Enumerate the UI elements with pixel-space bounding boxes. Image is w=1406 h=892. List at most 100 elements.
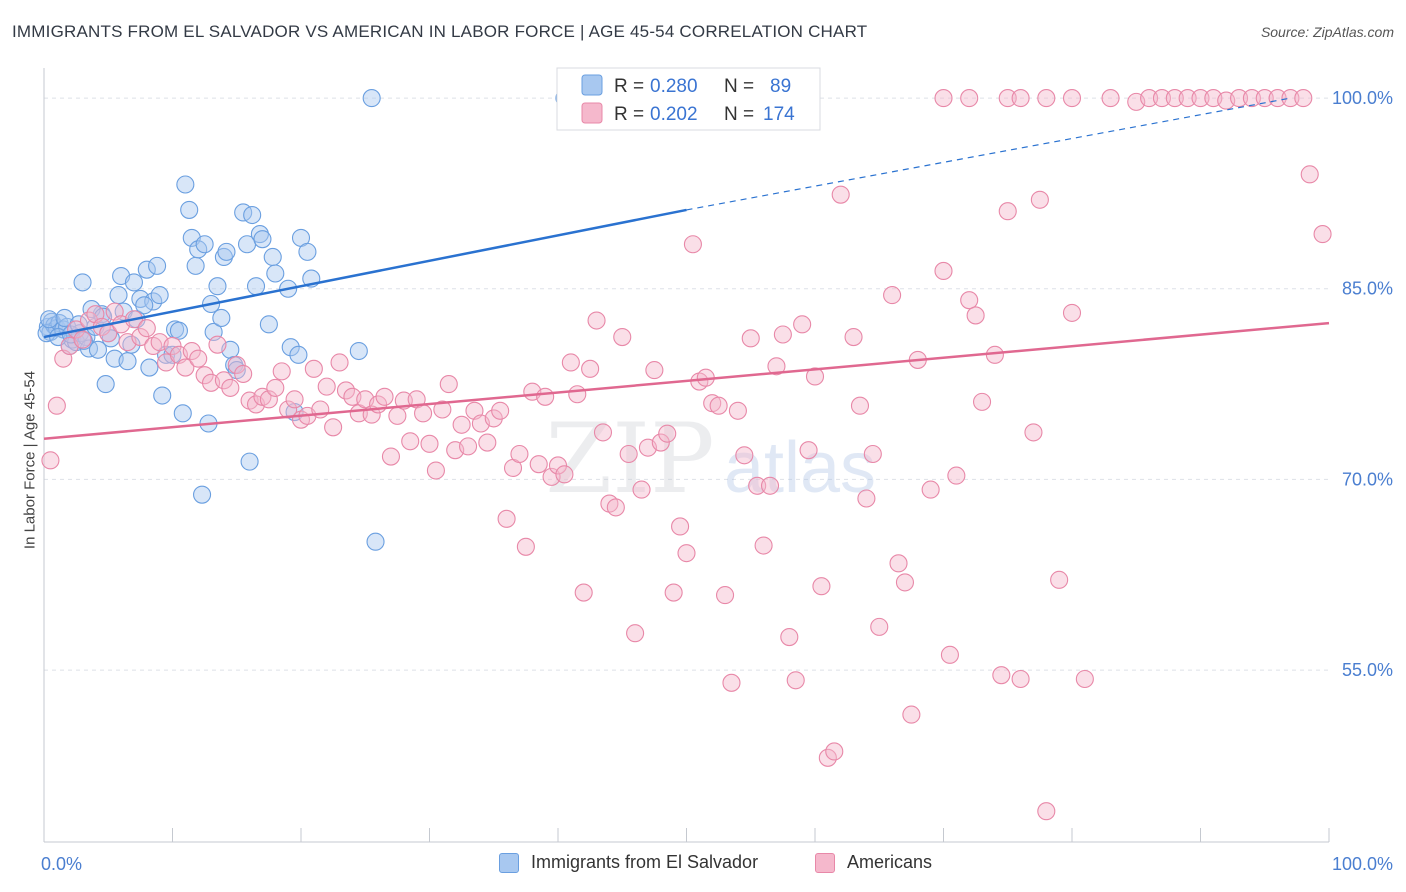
data-point bbox=[484, 409, 503, 428]
data-point bbox=[124, 273, 143, 292]
data-point bbox=[555, 465, 574, 484]
data-point bbox=[1300, 165, 1319, 184]
data-point bbox=[529, 455, 548, 474]
data-point bbox=[1030, 190, 1049, 209]
legend-item-el-salvador[interactable]: Immigrants from El Salvador bbox=[499, 852, 758, 873]
data-point bbox=[1075, 669, 1094, 689]
data-point bbox=[266, 264, 285, 283]
data-point bbox=[715, 586, 735, 605]
data-point bbox=[992, 666, 1011, 685]
y-tick-label: 70.0% bbox=[1342, 469, 1393, 489]
data-point bbox=[799, 441, 818, 460]
data-point bbox=[243, 205, 262, 225]
data-point bbox=[212, 308, 231, 328]
data-point bbox=[619, 444, 638, 464]
legend-label: Americans bbox=[847, 852, 933, 872]
data-point bbox=[193, 485, 212, 504]
y-tick-labels: 55.0% 70.0% 85.0% 100.0% bbox=[1332, 88, 1393, 680]
legend-item-americans[interactable]: Americans bbox=[815, 852, 932, 873]
data-point bbox=[934, 261, 953, 280]
data-point bbox=[664, 583, 683, 602]
data-point bbox=[478, 433, 497, 452]
trend-line-americans bbox=[43, 321, 1330, 440]
data-point bbox=[516, 537, 535, 556]
data-point bbox=[870, 617, 889, 636]
data-point bbox=[246, 277, 266, 296]
trend-line-el-salvador-extension bbox=[686, 97, 1291, 211]
data-point bbox=[250, 225, 269, 244]
data-point bbox=[1294, 89, 1313, 108]
data-point bbox=[118, 352, 137, 371]
legend-n-value: 89 bbox=[770, 76, 791, 97]
legend-r-label: R = bbox=[614, 76, 644, 97]
data-point bbox=[581, 359, 600, 378]
legend-swatch-pink bbox=[815, 852, 835, 873]
data-point bbox=[281, 338, 300, 357]
data-point bbox=[221, 378, 240, 397]
data-point bbox=[330, 353, 349, 372]
data-point bbox=[1230, 89, 1249, 108]
data-point bbox=[1178, 89, 1197, 108]
data-point bbox=[420, 434, 439, 453]
data-point bbox=[510, 444, 529, 464]
trend-line-el-salvador bbox=[43, 208, 687, 339]
data-point bbox=[561, 353, 580, 372]
data-point bbox=[593, 423, 613, 442]
data-point bbox=[671, 517, 690, 536]
data-point bbox=[1050, 570, 1069, 589]
data-point bbox=[883, 286, 902, 305]
data-point bbox=[47, 396, 66, 415]
data-point bbox=[972, 392, 992, 411]
data-point bbox=[626, 624, 645, 643]
data-point bbox=[645, 361, 664, 380]
data-point bbox=[1165, 89, 1184, 108]
data-point bbox=[998, 89, 1017, 108]
data-point bbox=[1191, 89, 1210, 108]
data-point bbox=[176, 358, 195, 377]
data-point bbox=[324, 418, 343, 437]
data-point bbox=[414, 404, 433, 423]
data-point bbox=[148, 256, 167, 275]
series-legend: Immigrants from El Salvador Americans bbox=[0, 852, 1406, 878]
source-credit: Source: ZipAtlas.com bbox=[1260, 24, 1394, 40]
data-point bbox=[88, 340, 108, 359]
data-point bbox=[169, 321, 188, 340]
data-point bbox=[863, 444, 882, 464]
data-point bbox=[41, 451, 60, 470]
data-point bbox=[786, 671, 805, 690]
legend-r-label: R = bbox=[614, 104, 644, 125]
legend-r-value: 0.280 bbox=[650, 76, 698, 97]
x-tick-labels: 0.0% 100.0% bbox=[41, 854, 1393, 874]
data-point bbox=[214, 247, 233, 267]
data-point bbox=[805, 367, 825, 386]
data-point bbox=[850, 396, 870, 415]
data-point bbox=[401, 432, 420, 451]
data-point bbox=[317, 377, 336, 396]
data-point bbox=[966, 306, 985, 325]
watermark-zip: ZIP bbox=[545, 403, 714, 515]
data-point bbox=[1062, 303, 1082, 322]
data-point bbox=[497, 509, 516, 528]
y-tick-label: 55.0% bbox=[1342, 660, 1393, 680]
data-point bbox=[960, 291, 979, 310]
data-point bbox=[253, 230, 272, 249]
data-point bbox=[109, 286, 128, 305]
data-point bbox=[491, 401, 510, 420]
data-point bbox=[548, 456, 568, 475]
data-point bbox=[208, 277, 227, 296]
data-point bbox=[208, 335, 227, 354]
legend-swatch-blue bbox=[581, 74, 603, 96]
y-tick-label: 100.0% bbox=[1332, 88, 1393, 108]
data-point bbox=[173, 404, 192, 423]
data-point bbox=[137, 319, 156, 338]
data-point bbox=[1268, 89, 1287, 108]
data-point bbox=[831, 185, 850, 204]
data-point bbox=[1140, 89, 1159, 108]
data-point bbox=[606, 498, 625, 517]
x-tick-label: 100.0% bbox=[1332, 854, 1393, 874]
data-point bbox=[728, 401, 747, 420]
data-point bbox=[285, 390, 304, 409]
data-point bbox=[163, 336, 182, 355]
data-point bbox=[259, 315, 278, 334]
